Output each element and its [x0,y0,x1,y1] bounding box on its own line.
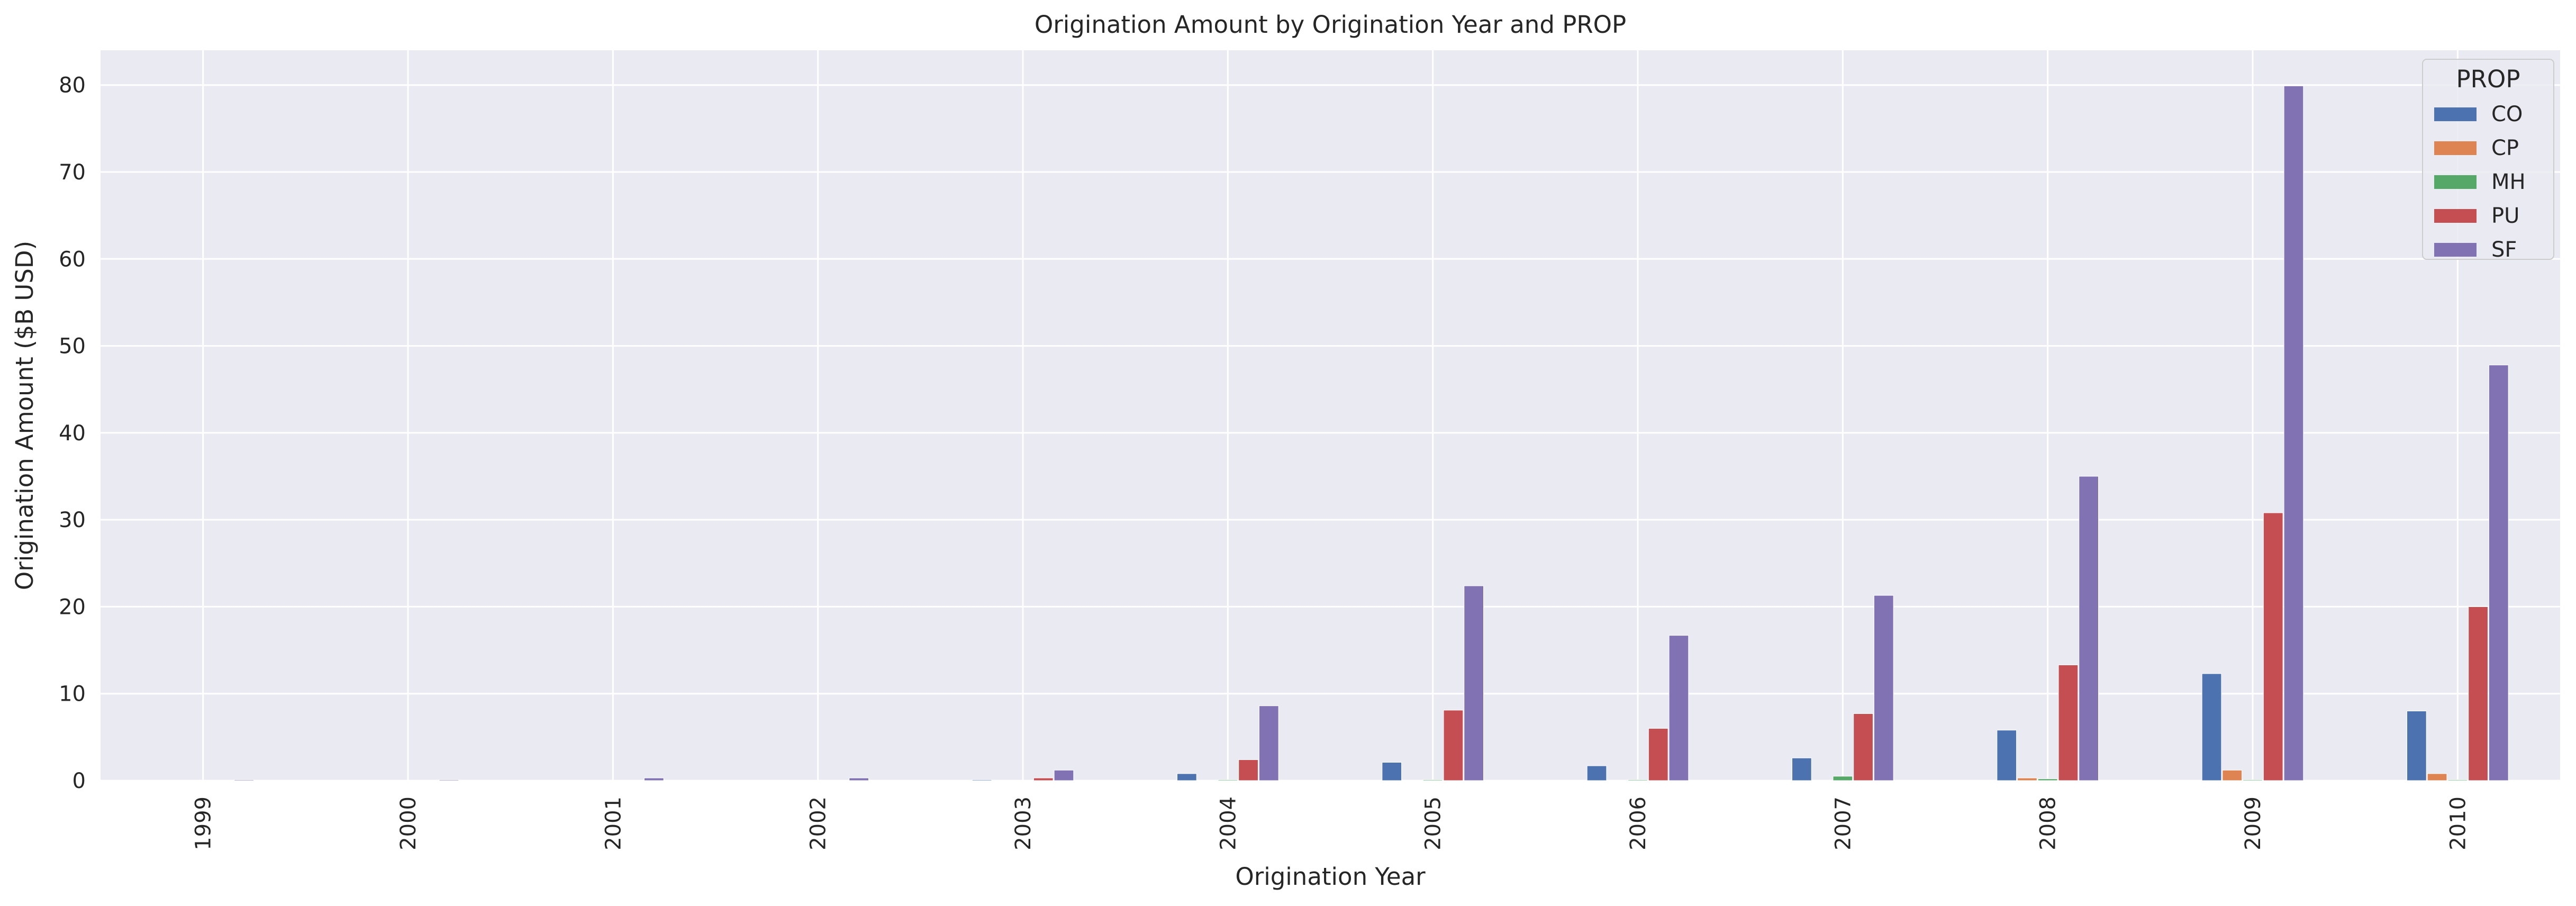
bar-PU-2006 [1648,728,1668,781]
bar-MH-2008 [2037,778,2058,781]
legend-label-MH: MH [2491,170,2526,194]
bar-MH-2005 [1422,779,1443,781]
bar-CO-2010 [2407,711,2427,781]
bar-CO-2001 [562,780,582,781]
y-tick-label-80: 80 [59,74,86,98]
bar-CO-2008 [1997,730,2017,781]
legend-swatch-SF [2434,243,2477,257]
x-tick-label-2009: 2009 [2241,796,2265,850]
x-tick-label-2005: 2005 [1421,796,1446,850]
grid-lines [101,50,2560,782]
bar-CO-2009 [2201,673,2222,781]
x-tick-label-2006: 2006 [1626,796,1650,850]
y-tick-label-30: 30 [59,508,86,532]
x-tick-label-2003: 2003 [1011,796,1036,850]
legend-label-PU: PU [2491,204,2519,228]
x-tick-label-2004: 2004 [1216,796,1240,850]
x-tick-label-2000: 2000 [396,796,421,850]
bar-MH-2006 [1628,779,1648,781]
bar-CP-2010 [2427,773,2447,781]
bar-SF-2008 [2079,476,2099,781]
y-tick-label-10: 10 [59,682,86,706]
y-tick-labels: 0 10 20 30 40 50 60 70 80 [59,74,86,793]
x-axis-label: Origination Year [1235,863,1426,891]
bar-SF-2005 [1464,585,1484,781]
y-axis-label: Origination Amount ($B USD) [11,241,39,590]
x-tick-label-2002: 2002 [806,796,831,850]
legend-label-SF: SF [2491,238,2517,262]
legend-label-CP: CP [2491,136,2519,160]
x-tick-label-2007: 2007 [1831,796,1855,850]
bar-MH-2009 [2243,779,2263,781]
y-tick-label-20: 20 [59,595,86,619]
bar-CO-2002 [767,780,787,781]
bar-PU-2005 [1443,710,1464,781]
bar-SF-2010 [2488,365,2509,781]
bar-PU-2004 [1238,759,1258,781]
bar-PU-2010 [2468,606,2488,781]
y-tick-label-60: 60 [59,247,86,271]
bar-SF-2002 [849,777,869,781]
x-tick-label-2001: 2001 [601,796,625,850]
legend-swatch-MH [2434,175,2477,189]
x-tick-label-2010: 2010 [2446,796,2470,850]
legend-swatch-CO [2434,107,2477,121]
bar-SF-2007 [1873,595,1894,781]
legend-items: CO CP MH PU SF [2434,102,2526,262]
bar-CO-2003 [972,779,992,781]
y-tick-label-40: 40 [59,421,86,446]
bar-PU-2002 [828,780,849,781]
bar-SF-2000 [439,779,459,781]
bar-CO-2005 [1382,762,1402,781]
x-tick-label-1999: 1999 [192,796,216,850]
bar-SF-2004 [1258,705,1279,781]
bar-MH-2010 [2447,779,2468,781]
bar-SF-2006 [1668,635,1689,781]
y-tick-label-50: 50 [59,334,86,359]
bar-MH-2004 [1218,779,1238,781]
bar-PU-2003 [1033,777,1054,781]
bar-PU-2008 [2058,665,2079,781]
legend-label-CO: CO [2491,102,2523,126]
bar-CP-2009 [2222,769,2243,781]
legend-swatch-CP [2434,141,2477,155]
bars [152,85,2509,781]
bar-CO-2007 [1792,757,1812,781]
y-tick-label-70: 70 [59,160,86,185]
bar-MH-2007 [1833,776,1853,781]
bar-SF-2009 [2283,85,2304,781]
legend-title: PROP [2456,65,2520,93]
x-tick-label-2008: 2008 [2036,796,2061,850]
bar-PU-2009 [2263,512,2283,781]
bar-PU-2007 [1853,713,1873,781]
bar-SF-1999 [234,779,254,781]
chart-title: Origination Amount by Origination Year a… [1035,11,1626,39]
bar-PU-2001 [623,780,643,781]
legend: PROP CO CP MH PU SF [2422,59,2554,262]
bar-SF-2001 [643,777,664,781]
bar-CO-2006 [1586,765,1607,781]
bar-CO-2004 [1177,773,1197,781]
plot-area [101,50,2560,781]
y-tick-label-0: 0 [72,769,86,793]
bar-SF-2003 [1054,769,1074,781]
legend-swatch-PU [2434,209,2477,223]
x-tick-labels: 1999 2000 2001 2002 2003 2004 2005 2006 2007 2008… [192,796,2471,850]
bar-CP-2008 [2017,777,2037,781]
